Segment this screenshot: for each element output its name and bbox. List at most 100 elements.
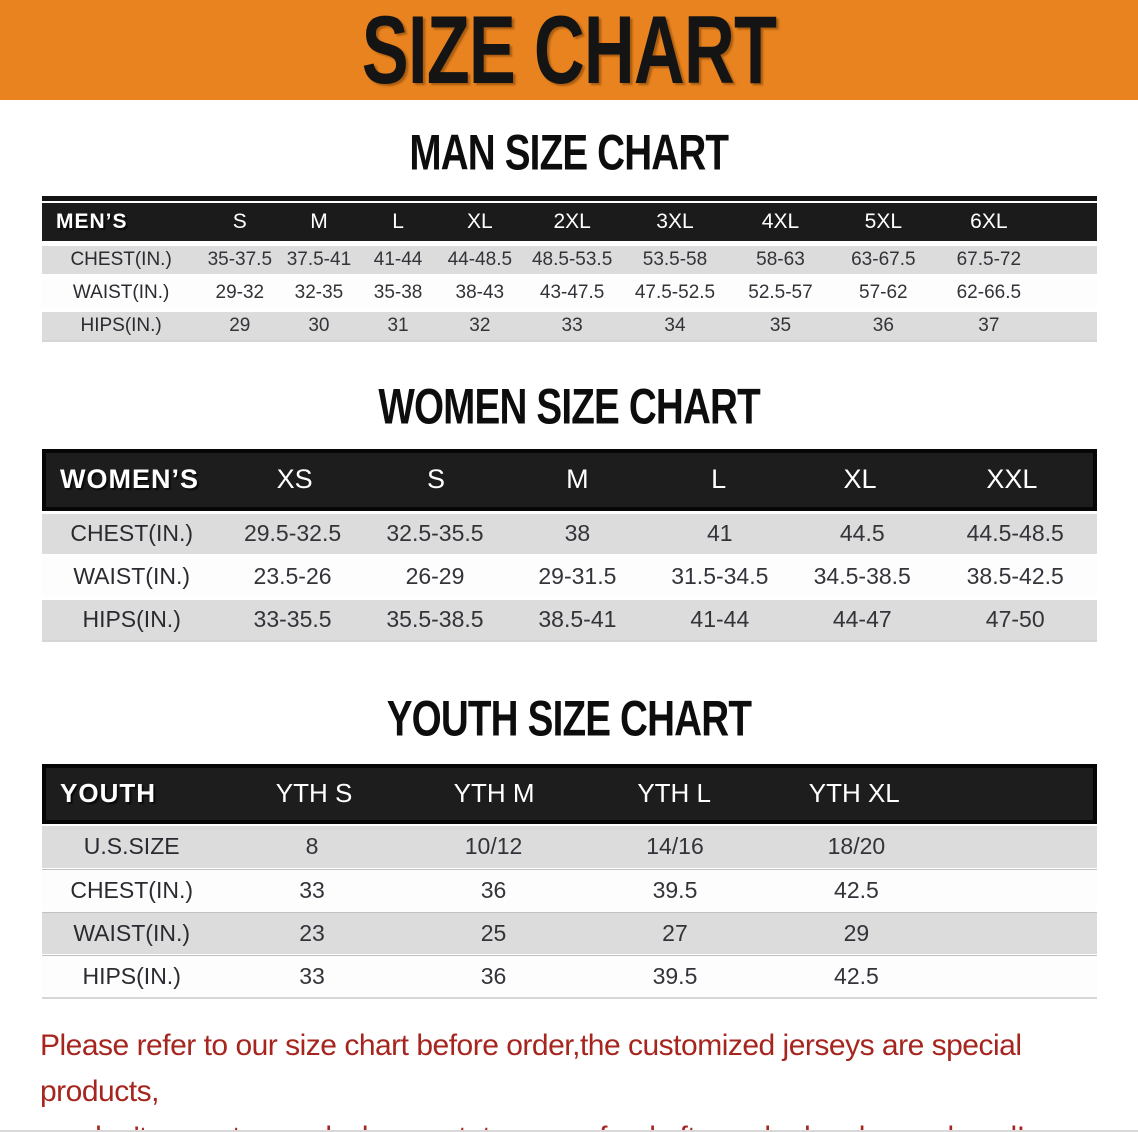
size-value-cell: 41-44: [373, 249, 423, 271]
size-value-cell: 57-62: [859, 282, 908, 304]
youth-size-table: YOUTH YTH S YTH M YTH L YTH XL U.S.SIZE 8 10/12…: [42, 763, 1097, 999]
row-label: CHEST(IN.): [70, 520, 193, 547]
size-value-cell: 33: [299, 962, 325, 989]
table-row: WAIST(IN.) 23.5-26 26-29 29-31.5 31.5-34.5 34…: [42, 556, 1097, 597]
row-label: CHEST(IN.): [70, 876, 193, 903]
size-value-cell: 30: [308, 315, 330, 337]
table-corner-label: WOMEN’S: [60, 464, 199, 495]
size-value-cell: 23.5-26: [253, 563, 332, 590]
size-value-cell: 67.5-72: [956, 249, 1022, 271]
size-column-header: YTH S: [275, 778, 353, 809]
size-column-header: 3XL: [656, 210, 694, 234]
row-label: WAIST(IN.): [73, 563, 191, 590]
size-value-cell: 34: [664, 315, 686, 337]
size-value-cell: 53.5-58: [642, 249, 708, 271]
size-column-header: XS: [276, 464, 313, 495]
size-value-cell: 39.5: [652, 962, 698, 989]
size-column-header: 6XL: [970, 210, 1008, 234]
size-value-cell: 44-48.5: [447, 249, 513, 271]
size-value-cell: 25: [480, 919, 507, 946]
size-value-cell: 42.5: [834, 962, 879, 989]
size-value-cell: 41-44: [690, 606, 750, 633]
size-column-header: YTH L: [637, 778, 712, 809]
size-column-header: YTH M: [453, 778, 535, 809]
size-value-cell: 35: [769, 315, 792, 337]
size-value-cell: 63-67.5: [851, 249, 916, 271]
size-value-cell: 48.5-53.5: [531, 249, 613, 271]
size-value-cell: 36: [480, 962, 507, 989]
size-column-header: S: [426, 464, 445, 495]
row-label: HIPS(IN.): [82, 606, 181, 633]
table-row: WAIST(IN.) 23 25 27 29: [42, 911, 1097, 954]
table-header-row: WOMEN’S XS S M L XL XXL: [42, 448, 1097, 511]
youth-section-title: YOUTH SIZE CHART: [0, 691, 1138, 743]
size-column-header: M: [566, 464, 589, 495]
table-header-row: YOUTH YTH S YTH M YTH L YTH XL: [42, 763, 1097, 824]
size-value-cell: 32-35: [294, 282, 344, 304]
image-bottom-edge: [0, 1130, 1138, 1132]
page-title: SIZE CHART: [361, 0, 777, 104]
size-value-cell: 35-38: [373, 282, 423, 304]
man-section-title: MAN SIZE CHART: [0, 123, 1138, 181]
table-row: CHEST(IN.) 35-37.5 37.5-41 41-44 44-48.5 48.5…: [42, 246, 1097, 275]
size-value-cell: 31.5-34.5: [671, 563, 769, 590]
size-value-cell: 18/20: [827, 833, 886, 860]
size-value-cell: 62-66.5: [956, 282, 1022, 304]
size-value-cell: 29-31.5: [538, 563, 617, 590]
size-value-cell: 44.5-48.5: [966, 520, 1064, 547]
size-value-cell: 43-47.5: [539, 282, 605, 304]
row-label: U.S.SIZE: [83, 833, 180, 860]
size-value-cell: 34.5-38.5: [813, 563, 911, 590]
disclaimer-line-2: we don't accept cancel, change, teturn o…: [40, 1115, 1138, 1132]
size-value-cell: 33-35.5: [253, 606, 332, 633]
size-value-cell: 37: [978, 315, 1000, 337]
size-value-cell: 33: [299, 876, 325, 903]
table-row: WAIST(IN.) 29-32 32-35 35-38 38-43 43-47.5 47.…: [42, 279, 1097, 308]
size-value-cell: 36: [480, 876, 507, 903]
size-value-cell: 29: [843, 919, 870, 946]
size-value-cell: 26-29: [405, 563, 465, 590]
size-value-cell: 39.5: [652, 876, 698, 903]
size-value-cell: 38: [564, 520, 591, 547]
table-row: CHEST(IN.) 33 36 39.5 42.5: [42, 868, 1097, 911]
size-value-cell: 37.5-41: [286, 249, 352, 271]
table-corner-label: YOUTH: [60, 778, 156, 809]
row-label: WAIST(IN.): [72, 282, 170, 304]
size-value-cell: 32.5-35.5: [386, 520, 484, 547]
disclaimer-text: Please refer to our size chart before or…: [40, 1023, 1138, 1132]
row-label: WAIST(IN.): [73, 919, 191, 946]
size-value-cell: 10/12: [464, 833, 523, 860]
size-column-header: L: [711, 464, 727, 495]
women-section-title: WOMEN SIZE CHART: [0, 380, 1138, 432]
size-column-header: XL: [843, 464, 877, 495]
size-value-cell: 35-37.5: [207, 249, 273, 271]
size-value-cell: 38.5-41: [538, 606, 617, 633]
size-value-cell: 38.5-42.5: [966, 563, 1064, 590]
size-value-cell: 23: [299, 919, 325, 946]
row-label: HIPS(IN.): [82, 962, 181, 989]
size-column-header: L: [392, 210, 404, 234]
size-value-cell: 42.5: [834, 876, 879, 903]
size-column-header: XL: [466, 210, 493, 234]
size-value-cell: 35.5-38.5: [386, 606, 484, 633]
size-value-cell: 29: [229, 315, 251, 337]
men-size-table: MEN’S S M L XL 2XL 3XL 4XL 5XL 6XL CHEST(IN.) 35-37…: [42, 196, 1097, 343]
man-section-title-text: MAN SIZE CHART: [409, 123, 730, 181]
row-label: HIPS(IN.): [80, 315, 162, 337]
size-column-header: 2XL: [553, 210, 591, 234]
size-value-cell: 44.5: [839, 520, 885, 547]
women-size-table: WOMEN’S XS S M L XL XXL CHEST(IN.) 29.5-32.5 32.5…: [42, 448, 1097, 642]
size-value-cell: 41: [707, 520, 733, 547]
size-value-cell: 29-32: [215, 282, 265, 304]
table-header-row: MEN’S S M L XL 2XL 3XL 4XL 5XL 6XL: [42, 203, 1097, 242]
size-value-cell: 47-50: [985, 606, 1045, 633]
size-value-cell: 44-47: [832, 606, 892, 633]
size-value-cell: 27: [662, 919, 688, 946]
size-value-cell: 8: [305, 833, 319, 860]
size-value-cell: 36: [872, 315, 894, 337]
row-label: CHEST(IN.): [70, 249, 172, 271]
disclaimer-line-1: Please refer to our size chart before or…: [40, 1028, 1022, 1108]
size-column-header: 5XL: [864, 210, 903, 234]
table-row: CHEST(IN.) 29.5-32.5 32.5-35.5 38 41 44.5 44.5…: [42, 513, 1097, 554]
size-column-header: XXL: [986, 464, 1038, 495]
